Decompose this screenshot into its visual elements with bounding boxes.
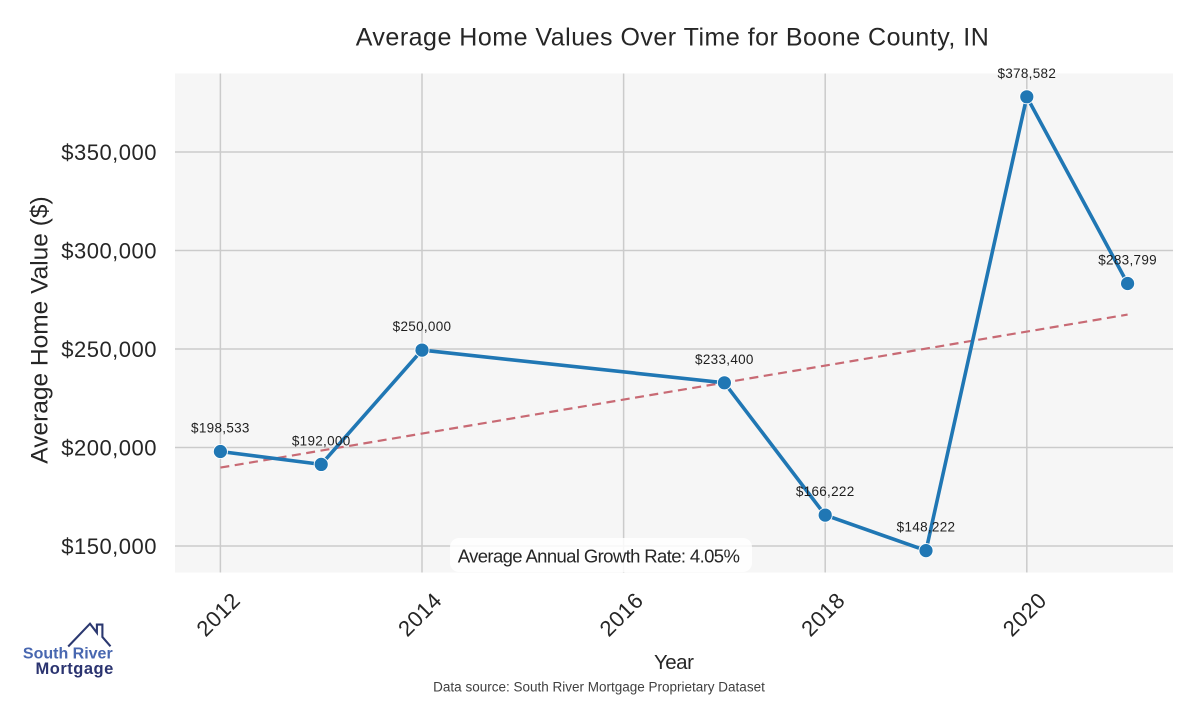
svg-text:Mortgage: Mortgage — [36, 660, 114, 678]
svg-text:2014: 2014 — [393, 588, 447, 642]
svg-text:2020: 2020 — [998, 588, 1052, 642]
svg-text:$198,533: $198,533 — [191, 421, 250, 436]
svg-text:2012: 2012 — [191, 588, 245, 642]
svg-text:$192,000: $192,000 — [292, 433, 351, 448]
svg-text:$250,000: $250,000 — [61, 337, 157, 362]
svg-text:$150,000: $150,000 — [61, 534, 157, 559]
svg-text:$350,000: $350,000 — [61, 140, 157, 165]
svg-text:Average Home Values Over Time: Average Home Values Over Time for Boone … — [356, 24, 990, 52]
svg-text:2018: 2018 — [796, 588, 850, 642]
svg-text:Average Annual Growth Rate: 4.: Average Annual Growth Rate: 4.05% — [458, 546, 740, 567]
svg-text:Year: Year — [654, 651, 694, 674]
svg-text:$378,582: $378,582 — [997, 66, 1056, 81]
svg-text:$200,000: $200,000 — [61, 435, 157, 460]
svg-text:$148,222: $148,222 — [897, 520, 956, 535]
svg-text:$283,799: $283,799 — [1098, 253, 1157, 268]
svg-text:$233,400: $233,400 — [695, 352, 754, 367]
svg-text:$300,000: $300,000 — [61, 238, 157, 263]
svg-text:2016: 2016 — [595, 588, 649, 642]
svg-text:Average Home Value ($): Average Home Value ($) — [27, 196, 54, 463]
svg-text:South River: South River — [23, 646, 113, 663]
svg-text:Data source: South River Mortg: Data source: South River Mortgage Propri… — [433, 679, 765, 694]
svg-text:$250,000: $250,000 — [393, 319, 452, 334]
svg-text:$166,222: $166,222 — [796, 484, 855, 499]
